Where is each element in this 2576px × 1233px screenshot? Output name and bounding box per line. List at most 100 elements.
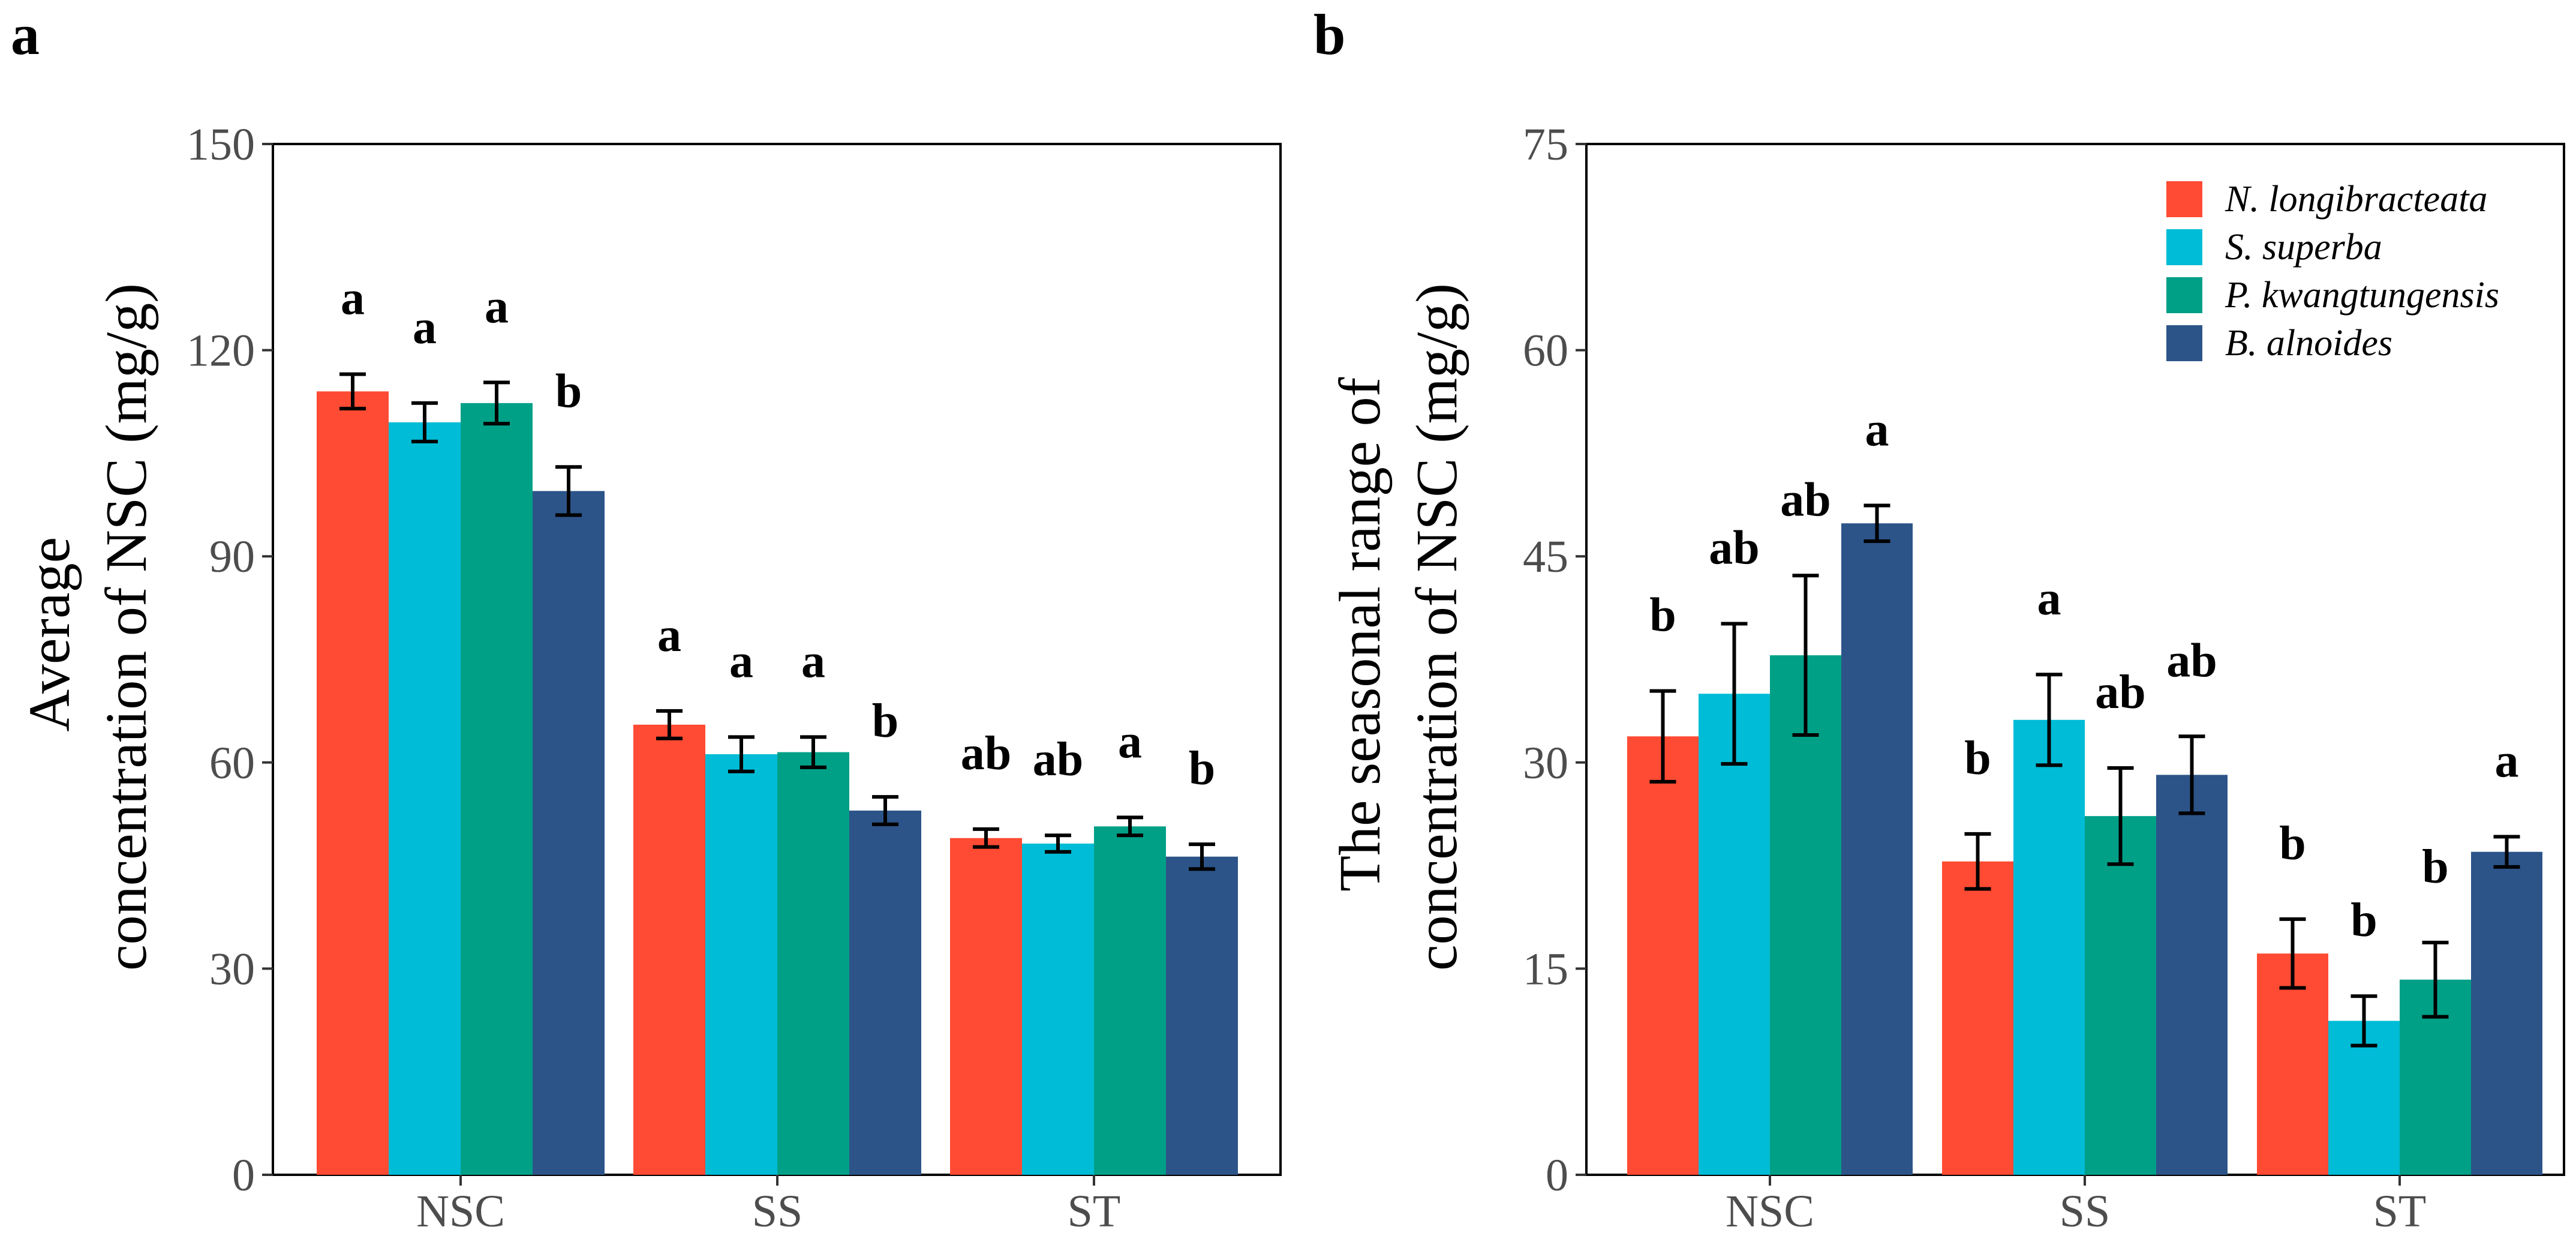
panel-a-error-bar-st-p-kwangtungensis: [1117, 815, 1143, 838]
panel-b-y-tick-label: 75: [1523, 119, 1568, 170]
panel-b-bar-ss-b-alnoides: [2156, 775, 2228, 1175]
legend: N. longibracteata S. superba P. kwangtun…: [2166, 179, 2499, 364]
panel-a-bar-ss-b-alnoides: [849, 810, 921, 1175]
panel-b-error-bar-st-s-superba: [2350, 994, 2377, 1048]
panel-b-error-bar-ss-p-kwangtungensis: [2107, 766, 2134, 866]
panel-b-error-bar-st-p-kwangtungensis: [2422, 940, 2449, 1019]
panel-b-bar-ss-s-superba: [2013, 719, 2085, 1175]
panel-b-sig-label-ss-b-alnoides: ab: [2166, 634, 2217, 687]
panel-a-error-bar-st-b-alnoides: [1189, 842, 1215, 871]
panel-b-sig-label-ss-s-superba: a: [2037, 572, 2061, 625]
panel-a-bar-ss-n-longibracteata: [633, 724, 705, 1175]
panel-b-sig-label-nsc-s-superba: ab: [1709, 521, 1760, 574]
panel-a-y-axis-title: Average concentration of NSC (mg/g): [17, 283, 159, 971]
panel-b-bar-st-b-alnoides: [2471, 851, 2542, 1175]
panel-a-y-tick-label: 150: [187, 119, 255, 170]
panel-b-bar-st-n-longibracteata: [2257, 953, 2328, 1175]
panel-a-sig-label-nsc-p-kwangtungensis: a: [485, 280, 509, 333]
panel-a-bar-nsc-b-alnoides: [533, 491, 605, 1175]
panel-b-sig-label-ss-n-longibracteata: b: [1964, 732, 1991, 785]
panel-b-x-tick-label-st: ST: [2373, 1186, 2427, 1233]
panel-b-x-tick-label-ss: SS: [2060, 1186, 2111, 1233]
panel-a-error-bar-nsc-n-longibracteata: [339, 372, 366, 410]
panel-b-sig-label-nsc-n-longibracteata: b: [1649, 589, 1676, 642]
panel-b-error-bar-st-b-alnoides: [2493, 835, 2520, 869]
panel-a-y-axis-title-line1: Average: [17, 537, 82, 732]
panel-a-sig-label-st-n-longibracteata: ab: [961, 727, 1012, 780]
panel-a-sig-label-ss-p-kwangtungensis: a: [801, 635, 825, 688]
panel-b-bar-nsc-b-alnoides: [1841, 523, 1913, 1175]
panel-a-y-tick-label: 0: [232, 1150, 255, 1201]
panel-a-y-tick-label: 60: [209, 738, 255, 788]
panel-b-sig-label-st-p-kwangtungensis: b: [2422, 841, 2449, 893]
panel-a-sig-label-ss-b-alnoides: b: [872, 695, 899, 748]
panel-b-sig-label-nsc-p-kwangtungensis: ab: [1780, 473, 1831, 526]
panel-b-sig-label-ss-p-kwangtungensis: ab: [2095, 666, 2146, 719]
panel-b-y-tick-label: 45: [1523, 532, 1568, 582]
panel-a-letter: a: [11, 2, 40, 67]
panel-a-error-bar-ss-n-longibracteata: [656, 709, 683, 740]
panel-a-sig-label-st-b-alnoides: b: [1189, 742, 1216, 795]
panel-b-error-bar-nsc-b-alnoides: [1863, 503, 1890, 544]
panel-a-error-bar-ss-b-alnoides: [872, 795, 898, 826]
panel-b-error-bar-ss-b-alnoides: [2178, 734, 2205, 815]
panel-a-y-axis-title-line2: concentration of NSC (mg/g): [94, 283, 159, 971]
panel-b-y-axis-title-line1: The seasonal range of: [1328, 377, 1393, 891]
panel-a-error-bar-ss-p-kwangtungensis: [800, 735, 826, 769]
panel-a-sig-label-st-p-kwangtungensis: a: [1118, 715, 1142, 768]
panel-a-bar-st-p-kwangtungensis: [1094, 826, 1166, 1175]
panel-a-error-bar-st-s-superba: [1045, 833, 1071, 854]
panel-a-sig-label-nsc-n-longibracteata: a: [341, 272, 365, 325]
panel-a: a Average concentration of NSC (mg/g) 0 3…: [11, 2, 1282, 1233]
panel-a-bar-nsc-s-superba: [389, 422, 461, 1175]
panel-b-x-tick-label-nsc: NSC: [1726, 1186, 1814, 1233]
panel-a-sig-label-st-s-superba: ab: [1033, 733, 1084, 786]
panel-b-y-axis-title: The seasonal range of concentration of N…: [1328, 283, 1469, 971]
panel-b-sig-label-st-s-superba: b: [2350, 894, 2377, 947]
panel-b-bar-nsc-p-kwangtungensis: [1770, 655, 1841, 1175]
panel-b-sig-label-st-b-alnoides: a: [2495, 734, 2519, 787]
panel-b-error-bar-ss-n-longibracteata: [1964, 832, 1991, 891]
panel-a-error-bar-nsc-s-superba: [411, 401, 438, 443]
panel-a-sig-label-nsc-b-alnoides: b: [555, 365, 582, 418]
panel-a-x-tick-label-ss: SS: [752, 1186, 803, 1233]
legend-swatch-b-alnoides: [2166, 325, 2202, 361]
panel-a-error-bar-nsc-p-kwangtungensis: [483, 380, 510, 426]
legend-label-p-kwangtungensis: P. kwangtungensis: [2225, 275, 2499, 316]
panel-b-error-bar-nsc-n-longibracteata: [1649, 689, 1676, 784]
panel-b-y-tick-label: 0: [1546, 1150, 1568, 1201]
legend-swatch-n-longibracteata: [2166, 181, 2202, 217]
panel-a-bar-st-s-superba: [1022, 843, 1094, 1175]
panel-a-sig-label-nsc-s-superba: a: [413, 301, 437, 354]
panel-b-bar-nsc-s-superba: [1699, 694, 1770, 1175]
panel-a-y-tick-label: 30: [209, 944, 255, 994]
panel-b-bar-ss-p-kwangtungensis: [2085, 816, 2156, 1175]
panel-b-letter: b: [1313, 2, 1345, 67]
panel-a-error-bar-nsc-b-alnoides: [555, 465, 582, 517]
panel-b-y-tick-label: 30: [1523, 738, 1568, 788]
panel-a-bar-ss-s-superba: [705, 754, 777, 1175]
panel-b-y-axis-title-line2: concentration of NSC (mg/g): [1405, 283, 1469, 971]
panel-b-error-bar-st-n-longibracteata: [2279, 917, 2306, 990]
panel-a-bar-nsc-n-longibracteata: [317, 391, 389, 1175]
panel-a-x-tick-label-nsc: NSC: [416, 1186, 505, 1233]
legend-label-b-alnoides: B. alnoides: [2225, 323, 2392, 364]
legend-label-s-superba: S. superba: [2225, 227, 2382, 268]
legend-swatch-s-superba: [2166, 229, 2202, 265]
panel-b-error-bar-ss-s-superba: [2036, 673, 2063, 767]
panel-a-error-bar-st-n-longibracteata: [973, 827, 999, 849]
panel-a-bar-st-n-longibracteata: [950, 838, 1022, 1175]
panel-b-error-bar-nsc-s-superba: [1721, 622, 1748, 766]
panel-b-bar-ss-n-longibracteata: [1942, 861, 2013, 1175]
legend-swatch-p-kwangtungensis: [2166, 277, 2202, 313]
panel-a-y-tick-label: 90: [209, 532, 255, 582]
panel-b: b The seasonal range of concentration of…: [1313, 2, 2565, 1233]
panel-b-sig-label-st-n-longibracteata: b: [2279, 817, 2306, 870]
panel-a-sig-label-ss-s-superba: a: [729, 635, 753, 688]
panel-b-y-tick-label: 15: [1523, 944, 1568, 994]
panel-a-sig-label-ss-n-longibracteata: a: [657, 609, 681, 662]
panel-b-y-tick-label: 60: [1523, 326, 1568, 376]
